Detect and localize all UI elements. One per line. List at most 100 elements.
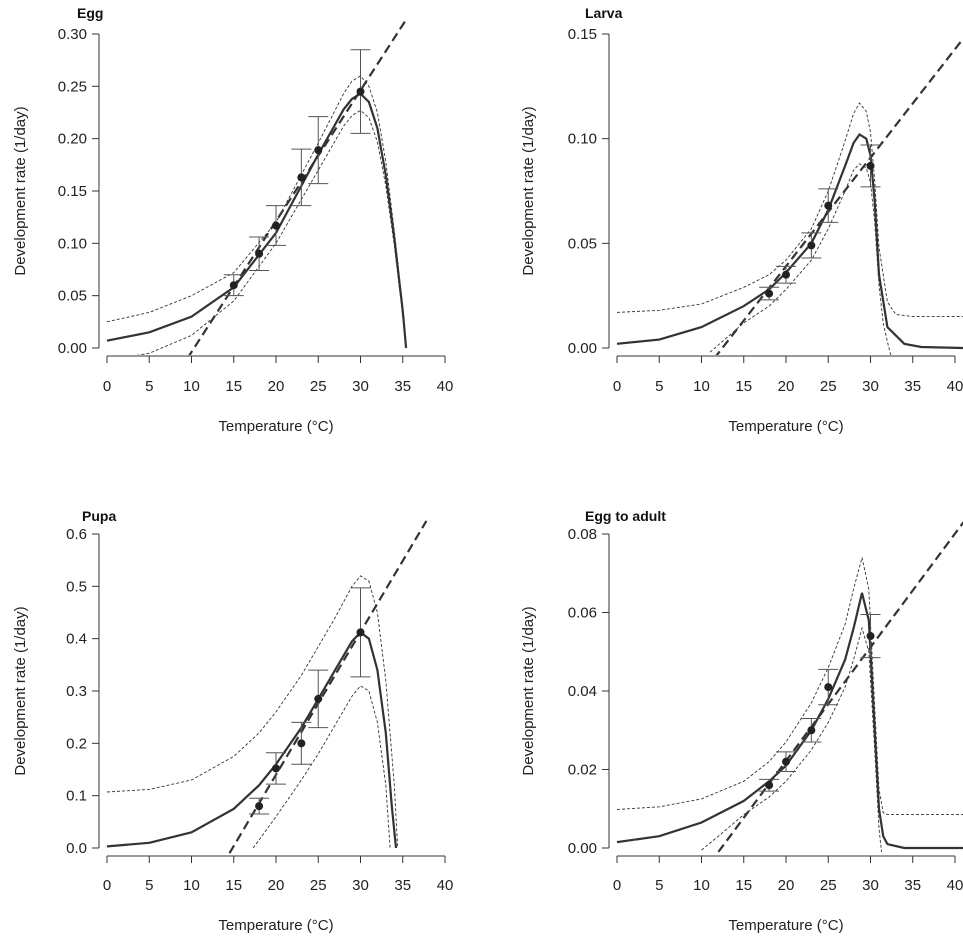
egg-to-adult-fitted-curve bbox=[616, 592, 963, 850]
pupa-data-point bbox=[272, 764, 280, 773]
egg-x-tick-label: 25 bbox=[310, 378, 327, 395]
pupa-y-tick-label: 0.5 bbox=[66, 578, 87, 595]
pupa-y-axis-label: Development rate (1/day) bbox=[12, 606, 29, 775]
larva-y-tick-label: 0.10 bbox=[568, 131, 597, 148]
egg-to-adult-x-tick-label: 25 bbox=[820, 877, 837, 894]
egg-x-tick-label: 30 bbox=[352, 378, 369, 395]
egg-upper-band bbox=[106, 75, 407, 349]
larva-x-tick-label: 35 bbox=[904, 378, 921, 395]
egg-linear-fit bbox=[188, 17, 408, 355]
pupa-title: Pupa bbox=[82, 508, 116, 524]
pupa-upper-band bbox=[106, 575, 399, 849]
panel-pupa: Pupa 0.0 0.1 0.2 0.3 0.4 0.5 0.6 0 5 10 15 20 25 30 35 4… bbox=[12, 508, 453, 934]
larva-fitted-curve bbox=[616, 133, 963, 350]
larva-x-tick-label: 25 bbox=[820, 378, 837, 395]
pupa-data-point bbox=[356, 628, 365, 637]
larva-x-tick-label: 40 bbox=[947, 378, 963, 395]
pupa-x-tick-label: 40 bbox=[437, 877, 454, 894]
egg-y-axis-label: Development rate (1/day) bbox=[12, 106, 29, 275]
larva-data-point bbox=[765, 289, 774, 298]
egg-data-point bbox=[229, 281, 238, 290]
egg-to-adult-linear-fit bbox=[717, 521, 963, 853]
larva-linear-fit bbox=[715, 37, 963, 355]
egg-to-adult-title: Egg to adult bbox=[585, 508, 666, 524]
egg-to-adult-x-tick-label: 5 bbox=[655, 877, 663, 894]
larva-y-tick-label: 0.15 bbox=[568, 26, 597, 43]
egg-x-tick-label: 15 bbox=[225, 378, 242, 395]
egg-x-axis-label: Temperature (°C) bbox=[218, 418, 333, 435]
egg-to-adult-x-tick-label: 20 bbox=[778, 877, 795, 894]
pupa-data-point bbox=[297, 739, 306, 748]
egg-to-adult-lower-band bbox=[701, 626, 882, 852]
pupa-lower-band bbox=[252, 685, 391, 849]
egg-to-adult-data-point bbox=[782, 757, 790, 766]
egg-to-adult-x-tick-label: 40 bbox=[947, 877, 963, 894]
pupa-y-tick-label: 0.0 bbox=[66, 840, 87, 857]
pupa-x-tick-label: 10 bbox=[183, 877, 200, 894]
egg-plot-area bbox=[106, 17, 408, 355]
egg-x-tick-label: 20 bbox=[268, 378, 285, 395]
egg-to-adult-data-point bbox=[866, 632, 875, 641]
egg-y-tick-label: 0.20 bbox=[58, 131, 87, 148]
egg-to-adult-y-tick-label: 0.02 bbox=[568, 762, 597, 779]
larva-y-axis-label: Development rate (1/day) bbox=[520, 106, 537, 275]
pupa-data-point bbox=[255, 802, 264, 811]
pupa-y-tick-label: 0.1 bbox=[66, 788, 87, 805]
egg-to-adult-y-axis-label: Development rate (1/day) bbox=[520, 606, 537, 775]
egg-x-tick-label: 35 bbox=[394, 378, 411, 395]
larva-data-point bbox=[807, 241, 816, 250]
pupa-y-tick-label: 0.6 bbox=[66, 526, 87, 543]
egg-y-tick-label: 0.00 bbox=[58, 340, 87, 357]
larva-lower-band bbox=[709, 163, 892, 355]
pupa-x-tick-label: 0 bbox=[103, 877, 111, 894]
egg-lower-band bbox=[136, 109, 407, 355]
egg-y-tick-label: 0.05 bbox=[58, 288, 87, 305]
egg-data-point bbox=[314, 146, 323, 155]
egg-to-adult-y-tick-label: 0.00 bbox=[568, 840, 597, 857]
egg-to-adult-x-tick-label: 10 bbox=[693, 877, 710, 894]
pupa-plot-area bbox=[106, 520, 428, 854]
egg-data-point bbox=[272, 221, 280, 230]
pupa-x-tick-label: 25 bbox=[310, 877, 327, 894]
egg-x-tick-label: 10 bbox=[183, 378, 200, 395]
larva-x-tick-label: 0 bbox=[613, 378, 621, 395]
egg-to-adult-data-point bbox=[824, 683, 833, 692]
pupa-fitted-curve bbox=[106, 630, 398, 849]
egg-y-tick-label: 0.15 bbox=[58, 183, 87, 200]
pupa-data-point bbox=[314, 694, 323, 703]
larva-x-tick-label: 5 bbox=[655, 378, 663, 395]
egg-data-point bbox=[255, 249, 264, 258]
larva-x-tick-label: 10 bbox=[693, 378, 710, 395]
egg-to-adult-x-tick-label: 15 bbox=[735, 877, 752, 894]
larva-upper-band bbox=[616, 102, 963, 318]
egg-y-tick-label: 0.25 bbox=[58, 78, 87, 95]
larva-title: Larva bbox=[585, 5, 623, 21]
egg-to-adult-x-tick-label: 30 bbox=[862, 877, 879, 894]
pupa-y-tick-label: 0.4 bbox=[66, 631, 87, 648]
pupa-x-axis-label: Temperature (°C) bbox=[218, 917, 333, 934]
egg-title: Egg bbox=[77, 5, 103, 21]
egg-to-adult-x-tick-label: 0 bbox=[613, 877, 621, 894]
pupa-x-tick-label: 30 bbox=[352, 877, 369, 894]
egg-x-tick-label: 5 bbox=[145, 378, 153, 395]
egg-x-tick-label: 0 bbox=[103, 378, 111, 395]
egg-to-adult-x-axis-label: Temperature (°C) bbox=[728, 917, 843, 934]
larva-data-point bbox=[824, 201, 833, 210]
egg-data-point bbox=[356, 87, 365, 96]
pupa-y-tick-label: 0.3 bbox=[66, 683, 87, 700]
pupa-x-tick-label: 15 bbox=[225, 877, 242, 894]
larva-x-tick-label: 20 bbox=[778, 378, 795, 395]
egg-fitted-curve bbox=[106, 92, 408, 349]
egg-to-adult-data-point bbox=[807, 726, 816, 735]
egg-x-tick-label: 40 bbox=[437, 378, 454, 395]
egg-to-adult-y-tick-label: 0.04 bbox=[568, 683, 597, 700]
egg-to-adult-upper-band bbox=[616, 557, 963, 816]
larva-x-tick-label: 30 bbox=[862, 378, 879, 395]
larva-y-tick-label: 0.05 bbox=[568, 235, 597, 252]
pupa-x-tick-label: 20 bbox=[268, 877, 285, 894]
egg-to-adult-y-tick-label: 0.06 bbox=[568, 605, 597, 622]
larva-data-point bbox=[866, 161, 875, 170]
larva-x-tick-label: 15 bbox=[735, 378, 752, 395]
egg-y-tick-label: 0.30 bbox=[58, 26, 87, 43]
